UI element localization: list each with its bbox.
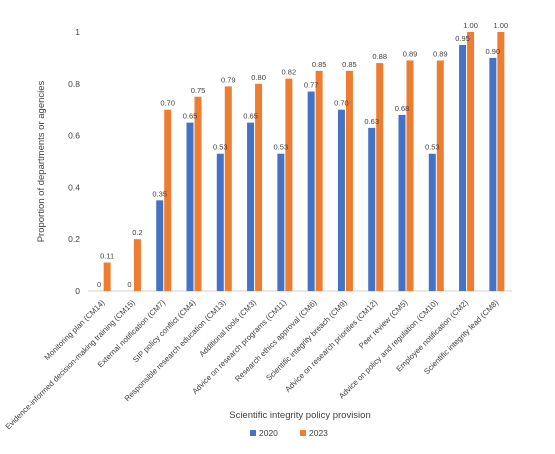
bar-2020-3 <box>156 200 164 291</box>
data-label-2020-3: 0.35 <box>152 189 167 198</box>
data-label-2020-4: 0.65 <box>183 112 198 121</box>
bar-2023-4 <box>194 96 202 291</box>
data-label-2020-2: 0 <box>127 280 131 289</box>
data-label-2023-5: 0.79 <box>221 75 236 84</box>
y-tick-label: 0.8 <box>68 79 80 89</box>
data-label-2023-2: 0.2 <box>132 228 142 237</box>
data-label-2023-14: 1.00 <box>494 21 509 30</box>
bar-2023-10 <box>376 63 384 291</box>
bar-2023-12 <box>436 60 444 291</box>
legend-label-2020: 2020 <box>259 428 278 438</box>
bar-2020-5 <box>216 153 224 291</box>
bar-2020-8 <box>307 91 315 291</box>
data-label-2020-6: 0.65 <box>243 112 258 121</box>
data-label-2020-5: 0.53 <box>213 143 228 152</box>
bar-2020-13 <box>459 44 467 292</box>
y-axis: 0 0.2 0.4 0.6 0.8 1 <box>68 27 80 296</box>
data-label-2023-1: 0.11 <box>100 252 114 261</box>
bar-2023-1 <box>103 262 111 291</box>
data-label-2023-9: 0.85 <box>342 60 357 69</box>
y-tick-label: 0.4 <box>68 182 80 192</box>
bar-series-group <box>103 32 505 292</box>
data-label-2020-12: 0.53 <box>425 143 440 152</box>
data-label-group: 0 0.11 0 0.2 0.35 0.70 0.65 0.75 0.53 0.79 0.65 0.8… <box>97 21 508 289</box>
y-axis-title: Proportion of departments or agencies <box>36 80 47 242</box>
legend: 2020 2023 <box>250 428 328 438</box>
y-tick-label: 0.6 <box>68 131 80 141</box>
bar-2023-9 <box>345 70 353 291</box>
data-label-2023-8: 0.85 <box>312 60 327 69</box>
data-label-2023-12: 0.89 <box>433 49 448 58</box>
category-label: Evidence-informed decision-making traini… <box>4 298 138 432</box>
data-label-2020-10: 0.63 <box>364 117 379 126</box>
bar-2023-11 <box>406 60 414 291</box>
legend-swatch-2023 <box>300 430 306 436</box>
bar-2020-7 <box>277 153 285 291</box>
y-tick-label: 1 <box>75 27 80 37</box>
data-label-2020-13: 0.95 <box>455 34 470 43</box>
data-label-2023-10: 0.88 <box>372 52 387 61</box>
bar-2020-14 <box>489 57 497 292</box>
category-label: Monitoring plan (CM14) <box>43 298 107 362</box>
bar-2023-5 <box>224 86 232 291</box>
bar-2023-14 <box>497 32 505 291</box>
data-label-2023-6: 0.80 <box>251 73 266 82</box>
data-label-2020-1: 0 <box>97 280 101 289</box>
bar-2020-12 <box>428 153 436 291</box>
bar-2020-11 <box>398 114 406 291</box>
bar-2020-10 <box>368 127 376 291</box>
bar-2023-3 <box>164 109 172 291</box>
bar-2023-13 <box>467 32 475 291</box>
data-label-2020-7: 0.53 <box>274 143 289 152</box>
bar-2023-7 <box>285 78 293 292</box>
bar-2020-6 <box>247 122 255 292</box>
y-tick-label: 0.2 <box>68 234 80 244</box>
data-label-2023-13: 1.00 <box>463 21 478 30</box>
data-label-2020-11: 0.68 <box>395 104 410 113</box>
data-label-2023-4: 0.75 <box>191 86 206 95</box>
data-label-2023-7: 0.82 <box>282 68 297 77</box>
category-label: Additional tools (CM3) <box>197 298 258 359</box>
bar-2020-4 <box>186 122 194 292</box>
y-tick-label: 0 <box>75 286 80 296</box>
bar-2020-9 <box>337 109 345 291</box>
data-label-2020-9: 0.70 <box>334 99 349 108</box>
legend-swatch-2020 <box>250 430 256 436</box>
bar-2023-8 <box>315 70 323 291</box>
bar-2023-6 <box>255 83 263 291</box>
data-label-2020-14: 0.90 <box>486 47 501 56</box>
legend-label-2023: 2023 <box>309 428 328 438</box>
x-axis-title: Scientific integrity policy provision <box>229 410 371 421</box>
data-label-2020-8: 0.77 <box>304 81 319 90</box>
data-label-2023-3: 0.70 <box>160 99 175 108</box>
data-label-2023-11: 0.89 <box>403 49 418 58</box>
bar-2023-2 <box>133 239 141 291</box>
